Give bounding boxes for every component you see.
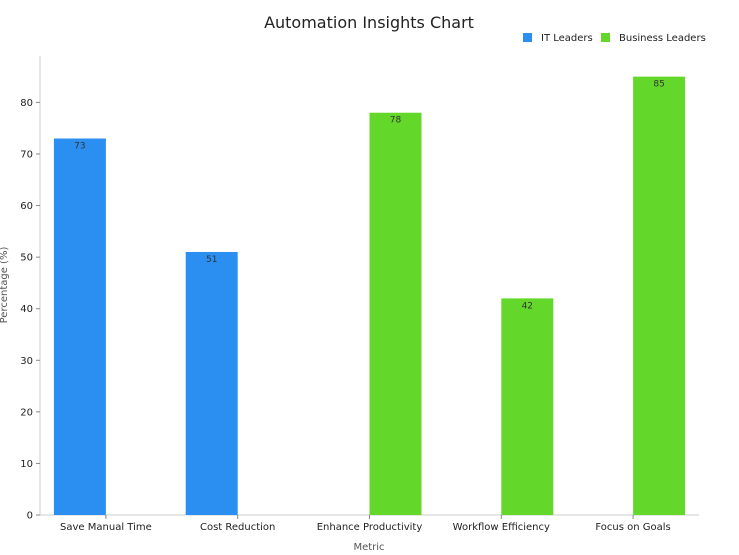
bar-value-labels: 73 51 78 42 85 [74, 80, 665, 312]
y-tick-label: 20 [20, 407, 33, 418]
legend-swatch-it-leaders [523, 33, 532, 42]
legend-label-business-leaders: Business Leaders [619, 33, 706, 44]
x-axis-ticks: Save Manual Time Cost Reduction Enhance Pr… [60, 515, 671, 533]
y-axis-ticks: 0 10 20 30 40 50 60 70 80 [20, 98, 40, 522]
y-tick-label: 0 [27, 511, 33, 522]
x-tick-label: Enhance Productivity [317, 522, 423, 533]
legend: IT Leaders Business Leaders [523, 33, 706, 44]
bar-it-leaders [185, 251, 238, 515]
y-tick-label: 30 [20, 356, 33, 367]
x-tick-label: Focus on Goals [595, 522, 670, 533]
bar-value-label: 51 [206, 255, 217, 265]
x-axis-label: Metric [353, 542, 384, 553]
y-tick-label: 10 [20, 459, 33, 470]
bar-business-leaders [369, 112, 422, 515]
x-tick-label: Workflow Efficiency [453, 522, 550, 533]
y-tick-label: 40 [20, 304, 33, 315]
legend-label-it-leaders: IT Leaders [541, 33, 593, 44]
x-tick-label: Save Manual Time [60, 522, 152, 533]
bar-value-label: 85 [653, 80, 664, 90]
x-tick-label: Cost Reduction [200, 522, 275, 533]
chart-title: Automation Insights Chart [264, 13, 474, 32]
legend-swatch-business-leaders [601, 33, 610, 42]
bar-business-leaders [501, 298, 554, 515]
y-axis-label: Percentage (%) [0, 247, 10, 324]
bars [53, 76, 686, 516]
y-tick-label: 50 [20, 253, 33, 264]
bar-it-leaders [53, 138, 106, 516]
y-tick-label: 80 [20, 98, 33, 109]
y-tick-label: 60 [20, 201, 33, 212]
bar-value-label: 78 [390, 116, 402, 126]
bar-business-leaders [633, 76, 686, 515]
bar-value-label: 42 [522, 301, 533, 311]
y-tick-label: 70 [20, 149, 33, 160]
bar-value-label: 73 [74, 142, 85, 152]
